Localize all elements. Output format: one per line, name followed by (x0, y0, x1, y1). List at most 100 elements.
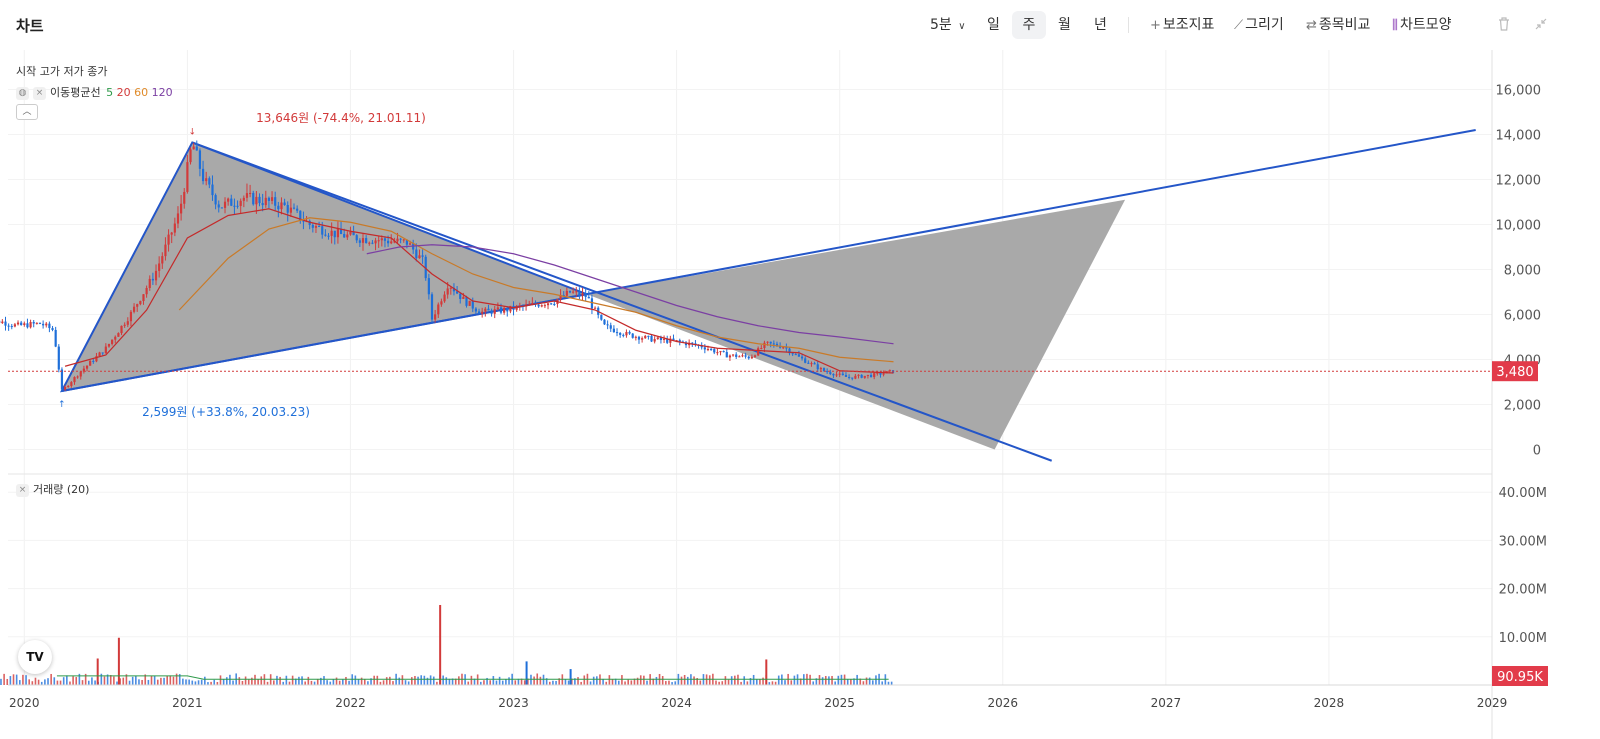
chart-style-button[interactable]: ⫼ 차트모양 (1386, 11, 1458, 39)
candle-body (368, 242, 371, 244)
volume-bar (389, 676, 391, 685)
candle-body (615, 332, 619, 334)
candle-body (198, 150, 202, 169)
trend-line (61, 129, 1476, 393)
volume-bar (113, 676, 115, 685)
candle-body (763, 342, 766, 349)
candles-icon: ⫼ (1392, 18, 1398, 33)
price-chart[interactable]: 2020 2021 2022 2023 2024 2025 2026 2027 2028 2029… (0, 50, 1600, 739)
candle-body (807, 362, 810, 364)
candle-body (352, 231, 355, 236)
volume-bar (313, 681, 316, 685)
volume-bar (69, 681, 71, 685)
x-tick-label: 2022 (335, 696, 366, 710)
candle-body (631, 333, 634, 338)
candle-body (537, 304, 540, 307)
candle-body (678, 340, 681, 342)
close-icon[interactable]: × (16, 483, 29, 497)
volume-bar (307, 676, 310, 685)
volume-bar (762, 677, 764, 685)
collapse-button[interactable] (1530, 13, 1552, 35)
candle-body (484, 308, 487, 312)
candle-body (546, 303, 550, 306)
candle-body (490, 310, 493, 314)
candle-body (161, 256, 164, 264)
drawing-button[interactable]: ⟋ 그리기 (1228, 11, 1290, 39)
candle-body (725, 352, 728, 358)
compare-button[interactable]: ⇄ 종목비교 (1300, 11, 1376, 39)
volume-bar (348, 680, 350, 685)
volume-bar (232, 680, 234, 685)
volume-bar (577, 677, 579, 685)
volume-bar (755, 679, 758, 685)
indicators-label: 보조지표 (1162, 17, 1215, 33)
volume-bar (467, 681, 470, 685)
candle-body (377, 240, 380, 242)
volume-bar (643, 675, 645, 685)
candle-body (107, 343, 111, 347)
volume-bar (715, 680, 717, 685)
candle-body (647, 335, 650, 337)
indicators-button[interactable]: + 보조지표 (1144, 11, 1220, 39)
volume-bar (721, 681, 724, 685)
volume-bar (329, 681, 332, 685)
candle-body (214, 195, 217, 205)
volume-bar (81, 680, 84, 685)
volume-bar (517, 678, 520, 685)
volume-bar (812, 681, 815, 685)
x-tick-label: 2021 (172, 696, 203, 710)
candle-body (220, 207, 223, 209)
chevron-down-icon: ∨ (958, 21, 966, 32)
close-icon[interactable]: × (33, 86, 46, 100)
candle-body (20, 322, 23, 325)
volume-bar (47, 678, 49, 685)
tab-month[interactable]: 월 (1058, 17, 1071, 33)
candle-body (738, 356, 741, 358)
candle-body (427, 278, 430, 295)
ma-line-20 (64, 208, 894, 374)
candle-body (270, 197, 274, 201)
candle-body (499, 307, 503, 313)
tab-year[interactable]: 년 (1094, 17, 1107, 33)
volume-bar (432, 676, 435, 685)
candle-body (593, 307, 597, 309)
candle-body (465, 296, 468, 306)
volume-bar (0, 678, 2, 685)
tab-week[interactable]: 주 (1012, 11, 1046, 39)
candle-body (286, 204, 289, 213)
volume-bar (872, 680, 874, 685)
candle-body (603, 319, 606, 325)
tradingview-logo[interactable]: TV (18, 640, 52, 674)
volume-bar (583, 675, 586, 685)
eye-off-icon[interactable]: ◍ (16, 86, 29, 100)
candle-body (10, 326, 13, 328)
candle-body (509, 305, 512, 312)
volume-bar (686, 676, 689, 685)
candle-body (662, 338, 666, 341)
swap-icon: ⇄ (1306, 18, 1317, 33)
candle-body (95, 356, 98, 362)
volume-bar (752, 674, 755, 685)
candle-body (67, 385, 70, 387)
plus-icon: + (1150, 18, 1161, 33)
candle-body (314, 226, 318, 228)
volume-bar (730, 676, 733, 685)
candle-body (775, 343, 779, 347)
volume-bar (555, 680, 557, 685)
volume-bar (185, 679, 187, 685)
trash-button[interactable] (1493, 13, 1515, 35)
candle-body (794, 354, 797, 356)
legend-collapse-button[interactable]: ︿ (16, 104, 38, 120)
candle-body (609, 325, 612, 329)
tab-day[interactable]: 일 (987, 17, 1000, 33)
candle-body (584, 293, 587, 297)
volume-bar (326, 680, 328, 685)
interval-select[interactable]: 5분 ∨ (924, 11, 972, 39)
candle-body (590, 298, 594, 309)
ma-line-60 (178, 217, 894, 363)
volume-bar (548, 681, 551, 685)
candle-body (380, 238, 383, 241)
candle-body (1, 321, 4, 324)
top-toolbar: 차트 5분 ∨ 일 주 월 년 + 보조지표 ⟋ 그리기 ⇄ 종목비교 ⫼ 차트모양 (0, 0, 1600, 50)
candle-body (54, 329, 57, 347)
